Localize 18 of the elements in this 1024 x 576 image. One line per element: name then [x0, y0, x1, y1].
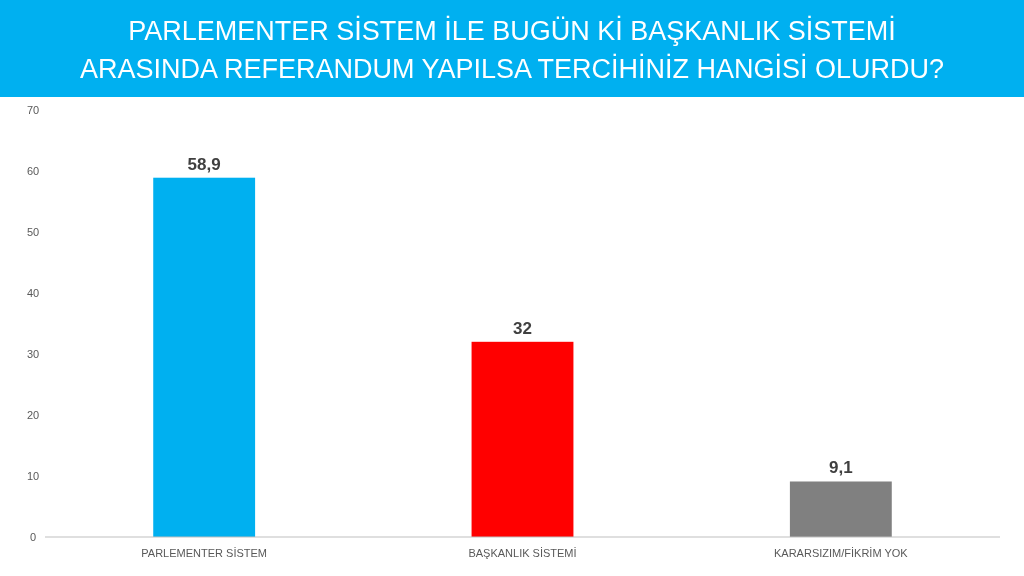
x-tick-label: PARLEMENTER SİSTEM — [141, 547, 268, 559]
x-tick-label: BAŞKANLIK SİSTEMİ — [468, 547, 577, 559]
data-label: 9,1 — [829, 458, 853, 478]
chart-title: PARLEMENTER SİSTEM İLE BUGÜN Kİ BAŞKANLIK SİSTEMİ ARASINDA REFERANDUM YAPILSA TERCİHİNİZ HANGİSİ OLURDU? — [79, 15, 945, 84]
y-tick-label: 40 — [26, 287, 40, 299]
data-label: 58,9 — [187, 154, 221, 174]
y-tick-label: 50 — [26, 226, 40, 238]
bar — [789, 481, 892, 537]
y-tick-label: 60 — [26, 165, 40, 177]
y-tick-label: 20 — [26, 409, 40, 421]
data-label: 32 — [513, 318, 532, 338]
y-tick-label: 30 — [26, 348, 40, 360]
y-tick-label: 70 — [26, 104, 40, 116]
x-tick-label: KARARSIZIM/FİKRİM YOK — [774, 547, 909, 559]
bar — [471, 341, 574, 537]
y-tick-label: 0 — [29, 531, 37, 543]
bar — [153, 177, 256, 537]
y-tick-label: 10 — [26, 470, 40, 482]
